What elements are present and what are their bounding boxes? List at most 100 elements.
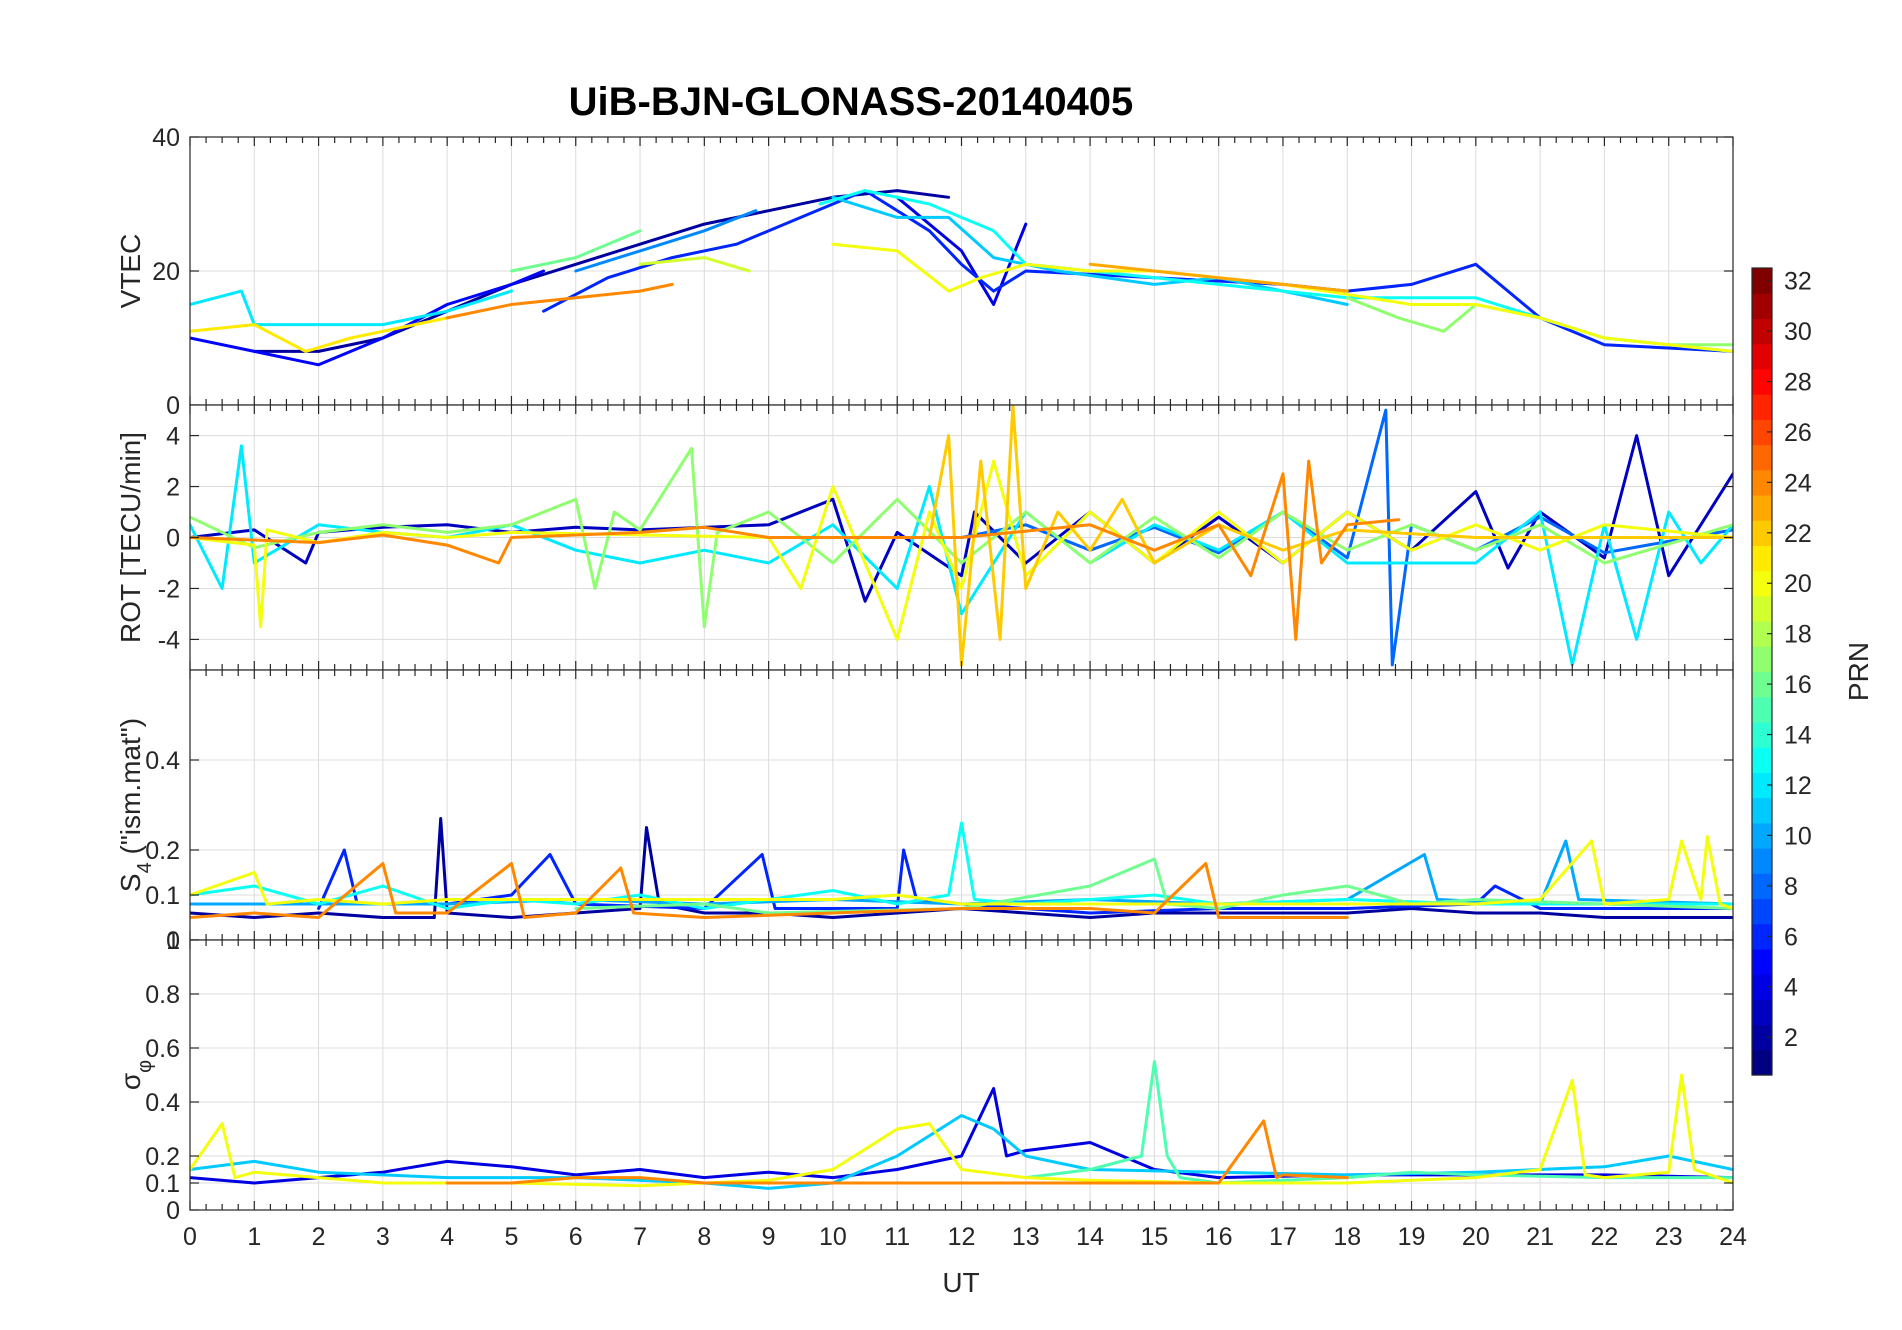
series-line-prn-12 [190,289,513,327]
x-tick-label: 11 [884,1223,910,1251]
colorbar-tick-label: 10 [1784,822,1812,850]
colorbar-swatch [1752,873,1772,900]
x-tick-label: 4 [440,1223,454,1251]
panel-3: 0 0.1 0.2 0.4S4 ("ism.mat") [115,669,1734,955]
series-line-prn-3 [190,434,1733,603]
x-tick-label: 8 [697,1223,711,1251]
series-line-prn-24 [445,282,674,320]
x-tick-label: 13 [1012,1223,1040,1251]
colorbar-tick-label: 16 [1784,671,1812,699]
x-tick-label: 18 [1333,1223,1361,1251]
x-tick-label: 10 [819,1223,847,1251]
x-tick-label: 14 [1076,1223,1104,1251]
x-tick-label: 2 [312,1223,326,1251]
y-axis-label: VTEC [115,234,146,309]
x-tick-label: 19 [1398,1223,1426,1251]
series-line-prn-23 [1088,262,1349,293]
panel-2: -4 -2 0 2 4 ROT [TECU/min] [115,404,1734,671]
series-line-prn-20 [190,1073,1733,1188]
x-tick-label: 7 [633,1223,647,1251]
colorbar-swatch [1752,545,1772,572]
colorbar-swatch [1752,1024,1772,1051]
colorbar-swatch [1752,444,1772,471]
colorbar-swatch [1752,570,1772,597]
colorbar-tick-label: 6 [1784,923,1798,951]
series-line-prn-22 [927,405,1733,667]
colorbar-swatch [1752,646,1772,673]
y-tick-label: 2 [166,474,180,502]
colorbar-tick-label: 24 [1784,469,1812,497]
series-line-prn-4 [190,1087,1733,1185]
series-line-prn-19 [638,256,751,273]
y-tick-label: 20 [152,258,180,286]
colorbar-swatch [1752,923,1772,950]
colorbar-tick-label: 22 [1784,520,1812,548]
colorbar-swatch [1752,595,1772,622]
colorbar-swatch [1752,268,1772,294]
x-tick-label: 15 [1140,1223,1168,1251]
chart-title: UiB-BJN-GLONASS-20140405 [569,80,1134,124]
series-line-prn-11 [831,195,1349,306]
colorbar-swatch [1752,948,1772,975]
x-tick-label: 23 [1655,1223,1683,1251]
colorbar-tick-label: 2 [1784,1024,1798,1052]
series-group [190,189,1733,367]
y-tick-label: 0.4 [145,1089,180,1117]
y-axis-label: ROT [TECU/min] [115,432,146,643]
colorbar-tick-label: 28 [1784,368,1812,396]
colorbar-tick-label: 12 [1784,772,1812,800]
x-tick-label: 0 [183,1223,197,1251]
colorbar-swatch [1752,1049,1772,1076]
y-tick-label: 0.8 [145,981,180,1009]
series-line-prn-24 [190,459,1401,641]
colorbar-swatch [1752,368,1772,395]
series-group [190,405,1733,667]
series-line-prn-8 [960,408,1733,667]
colorbar-swatch [1752,797,1772,824]
colorbar-swatch [1752,419,1772,446]
colorbar-swatch [1752,343,1772,370]
y-tick-label: 0 [166,927,180,955]
colorbar-swatch [1752,293,1772,320]
y-axis-label: S4 ("ism.mat") [115,718,156,892]
series-line-prn-24 [190,862,1349,919]
series-line-prn-5 [190,269,546,367]
x-tick-label: 22 [1591,1223,1619,1251]
colorbar-tick-label: 32 [1784,268,1812,296]
colorbar-tick-label: 8 [1784,873,1798,901]
colorbar-swatch [1752,318,1772,345]
colorbar-swatch [1752,898,1772,925]
colorbar-swatch [1752,469,1772,496]
y-tick-label: 40 [152,124,180,152]
series-group [190,1060,1733,1190]
series-group [190,817,1733,919]
colorbar-label: PRN [1843,642,1874,701]
x-tick-label: 16 [1205,1223,1233,1251]
series-line-prn-6 [542,189,1733,353]
x-tick-label: 6 [569,1223,583,1251]
colorbar-swatch [1752,621,1772,647]
series-line-prn-2 [190,817,1733,919]
y-tick-label: 0.1 [145,882,180,910]
y-tick-label: 0 [166,392,180,420]
colorbar-swatch [1752,696,1772,723]
colorbar-swatch [1752,822,1772,849]
panel-1: 0 20 40 VTEC [115,124,1734,420]
series-line-prn-21 [190,316,449,353]
y-axis-label: σφ [115,1060,156,1090]
colorbar-swatch [1752,671,1772,698]
colorbar-frame [1751,267,1773,1076]
colorbar-tick-label: 30 [1784,318,1812,346]
series-line-prn-10 [190,839,1733,906]
x-tick-label: 5 [505,1223,519,1251]
x-tick-label: 21 [1526,1223,1554,1251]
y-tick-label: -4 [158,626,180,654]
y-tick-label: 0.6 [145,1035,180,1063]
y-tick-label: 4 [166,423,180,451]
y-tick-label: 1 [166,927,180,955]
x-tick-label: 20 [1462,1223,1490,1251]
x-tick-label: 1 [247,1223,261,1251]
x-axis-label: UT [942,1267,979,1298]
